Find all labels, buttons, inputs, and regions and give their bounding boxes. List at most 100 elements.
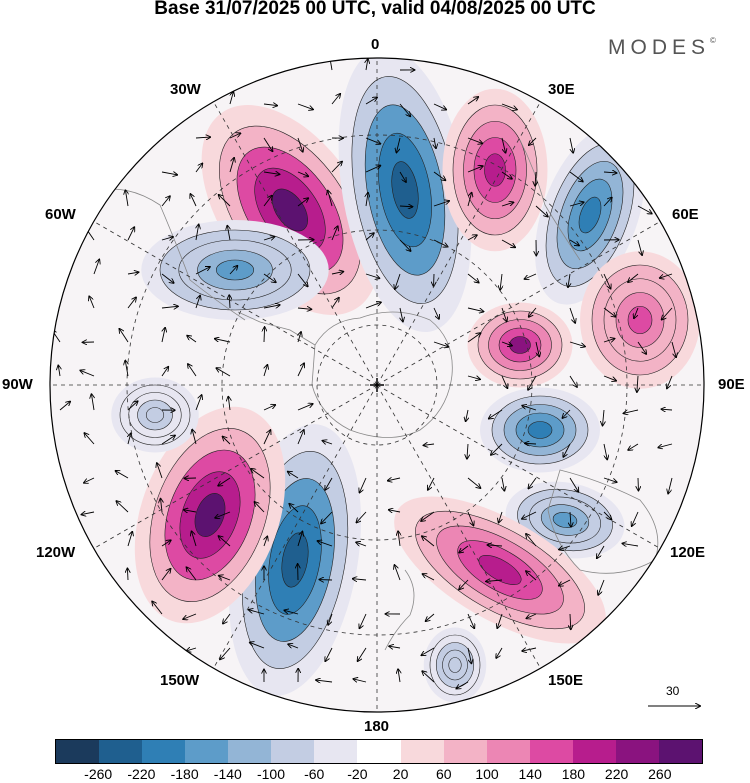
- wind-vector: [426, 613, 435, 621]
- wind-vector: [195, 267, 210, 275]
- wind-vector: [399, 103, 410, 116]
- wind-vector: [161, 196, 170, 207]
- wind-vector: [569, 477, 578, 492]
- wind-vector: [229, 92, 233, 105]
- wind-vector: [220, 647, 231, 659]
- wind-vector: [127, 227, 134, 241]
- positive-anomaly: [580, 251, 700, 389]
- wind-vector: [297, 532, 302, 547]
- wind-vector: [423, 574, 435, 581]
- wind-vector: [80, 370, 95, 377]
- wind-vector: [525, 443, 537, 444]
- wind-vector: [125, 361, 128, 377]
- wind-vector: [422, 536, 435, 547]
- map-title: Base 31/07/2025 00 UTC, valid 04/08/2025…: [154, 0, 596, 19]
- wind-vector: [632, 511, 639, 526]
- wind-vector: [486, 580, 503, 581]
- wind-vector: [568, 273, 570, 287]
- wind-vector: [195, 395, 202, 411]
- wind-vector: [91, 394, 94, 411]
- wind-vector: [467, 193, 472, 207]
- wind-vector: [192, 531, 197, 547]
- wind-vector: [187, 336, 197, 343]
- colorbar-swatch: [572, 740, 616, 763]
- wind-vector: [662, 307, 673, 320]
- wind-vector: [394, 565, 401, 581]
- wind-vector: [421, 511, 435, 521]
- wind-vector: [229, 158, 234, 173]
- wind-vector: [365, 137, 380, 144]
- wind-vector: [263, 405, 275, 411]
- wind-vector: [115, 471, 129, 479]
- wind-vector: [559, 545, 571, 550]
- wind-vector: [331, 94, 340, 105]
- wind-vector: [658, 443, 673, 448]
- negative-anomaly: [111, 377, 199, 453]
- wind-vector: [365, 166, 380, 173]
- negative-anomaly: [141, 220, 329, 320]
- wind-vector: [467, 443, 468, 459]
- wind-vector: [529, 137, 537, 145]
- wind-vector: [188, 364, 197, 377]
- wind-vector: [263, 237, 274, 240]
- wind-vector: [127, 272, 138, 274]
- graticule: [50, 58, 704, 712]
- wind-vector: [183, 613, 197, 619]
- meridian-line: [211, 384, 378, 671]
- colorbar-swatch: [56, 740, 100, 763]
- wind-vector: [288, 644, 299, 649]
- wind-vector: [501, 103, 517, 110]
- wind-vector: [502, 477, 504, 491]
- wind-vector: [526, 571, 537, 581]
- wind-vector: [263, 172, 279, 174]
- wind-vector: [603, 511, 611, 519]
- colorbar-tick-label: -180: [170, 766, 199, 782]
- wind-vector: [254, 502, 265, 513]
- wind-vector: [162, 328, 165, 343]
- wind-vector: [400, 307, 403, 322]
- wind-vector: [637, 205, 652, 214]
- colorbar-tick-label: 220: [604, 766, 629, 782]
- wind-vector: [215, 511, 231, 518]
- wind-vector: [161, 367, 168, 377]
- new-zealand-coast: [384, 569, 415, 651]
- wind-vector: [219, 576, 231, 581]
- anomaly-contour: [527, 421, 553, 439]
- wind-vector: [522, 648, 537, 651]
- lon-label-60w: 60W: [45, 206, 76, 223]
- wind-vector: [228, 397, 230, 411]
- antarctica-coast: [311, 311, 453, 438]
- wind-vector: [501, 307, 507, 321]
- negative-anomaly: [338, 58, 472, 332]
- negative-anomaly: [423, 627, 487, 703]
- wind-vector: [161, 540, 171, 547]
- wind-vector: [328, 613, 333, 625]
- colorbar-swatch: [615, 740, 659, 763]
- wind-vector: [501, 202, 513, 207]
- anomaly-contour: [272, 188, 308, 232]
- wind-vector: [459, 545, 469, 553]
- wind-vector: [528, 477, 537, 488]
- lon-label-0: 0: [371, 36, 380, 53]
- wind-vector: [433, 341, 448, 347]
- wind-vector: [570, 511, 571, 527]
- anomaly-contour: [194, 493, 226, 537]
- wind-vector: [467, 647, 471, 663]
- pole-marker: [370, 378, 384, 392]
- wind-vector: [263, 305, 280, 309]
- wind-vector: [398, 669, 400, 683]
- wind-vector: [467, 97, 478, 105]
- wind-vector: [466, 409, 468, 421]
- wind-vector: [501, 171, 512, 179]
- colorbar-tick-label: 20: [392, 766, 409, 782]
- wind-vector: [192, 430, 197, 445]
- wind-vector: [569, 239, 579, 246]
- wind-vector: [628, 443, 639, 450]
- wind-vector: [161, 306, 178, 308]
- wind-vector: [297, 430, 304, 445]
- wind-vector: [184, 510, 197, 512]
- wind-vector: [467, 235, 477, 241]
- wind-vector: [569, 375, 577, 387]
- wind-vector: [388, 478, 401, 481]
- wind-vector: [359, 613, 367, 628]
